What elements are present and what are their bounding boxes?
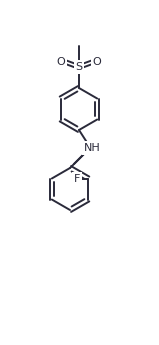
Text: O: O [93, 57, 102, 67]
Text: NH: NH [84, 143, 100, 153]
Text: O: O [56, 57, 65, 67]
Text: F: F [74, 174, 80, 184]
Text: S: S [75, 62, 83, 72]
